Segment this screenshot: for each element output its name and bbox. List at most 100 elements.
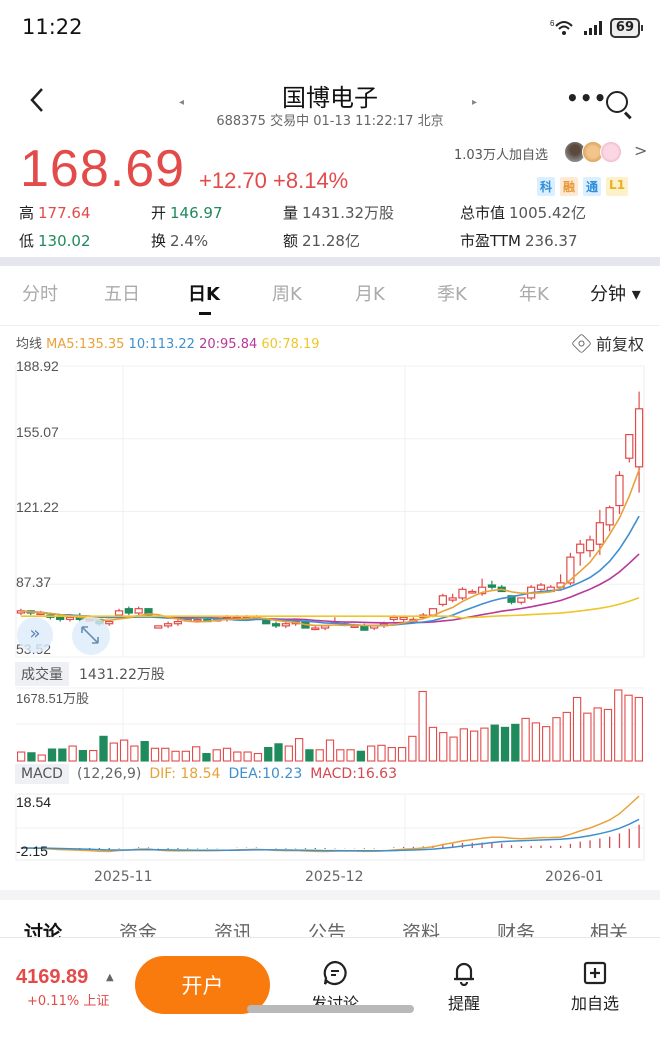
quote-panel: 168.69 +12.70 +8.14% 1.03万人加自选 > 科 融 通 L… — [0, 135, 660, 255]
macd-chart[interactable] — [0, 790, 660, 862]
active-tab-indicator — [199, 312, 211, 315]
bottom-action-bar: 4169.89 ▲ +0.11% 上证 开户 发讨论 提醒 加自选 — [0, 938, 660, 1060]
tab-news[interactable]: 资讯 — [214, 922, 253, 938]
stat-volume: 量 1431.32万股 — [283, 204, 395, 222]
y-tick: 188.92 — [16, 358, 59, 374]
follower-avatars[interactable] — [564, 141, 622, 163]
x-label: 2025-12 — [305, 869, 364, 885]
x-label: 2025-11 — [94, 869, 153, 885]
stat-low: 低 130.02 — [19, 232, 91, 250]
macd-y-min: -2.15 — [16, 843, 48, 859]
volume-header: 成交量 1431.22万股 — [15, 662, 165, 686]
tab-yearly-k[interactable]: 年K — [519, 284, 549, 305]
ma20-value: 20:95.84 — [199, 337, 258, 352]
status-icons: 6 69 — [550, 18, 644, 38]
macd-tag[interactable]: MACD — [15, 764, 69, 784]
stat-market-cap: 总市值 1005.42亿 — [460, 204, 587, 222]
y-tick: 121.22 — [16, 499, 59, 515]
tab-minute-dropdown[interactable]: 分钟 ▾ — [590, 284, 641, 305]
macd-params: (12,26,9) — [76, 766, 142, 782]
tab-funds[interactable]: 资金 — [119, 922, 158, 938]
next-stock-button[interactable]: ▸ — [472, 97, 478, 108]
chat-bubble-icon — [323, 960, 347, 986]
y-tick: 155.07 — [16, 424, 59, 440]
volume-chart[interactable] — [0, 686, 660, 762]
ma-label: 均线 — [16, 337, 43, 352]
tab-announcements[interactable]: 公告 — [308, 922, 347, 938]
badge-l1: L1 — [606, 177, 629, 196]
tab-related[interactable]: 相关 — [590, 922, 629, 938]
tab-daily-k[interactable]: 日K — [188, 284, 220, 305]
section-divider — [0, 890, 660, 900]
current-price: 168.69 — [20, 140, 186, 198]
tab-financials[interactable]: 财务 — [497, 922, 536, 938]
ma5-value: MA5:135.35 — [46, 337, 125, 352]
macd-value: MACD:16.63 — [310, 766, 397, 782]
tab-discussion[interactable]: 讨论 — [24, 922, 63, 938]
more-button[interactable]: ••• — [566, 86, 608, 110]
candlestick-chart[interactable] — [0, 358, 660, 658]
volume-tag[interactable]: 成交量 — [15, 662, 69, 686]
volume-max-label: 1678.51万股 — [16, 691, 89, 706]
tab-monthly-k[interactable]: 月K — [355, 284, 385, 305]
badge-star-market: 科 — [537, 177, 556, 196]
tab-intraday[interactable]: 分时 — [22, 284, 58, 305]
chevron-left-icon — [30, 88, 43, 112]
settings-hex-icon — [571, 332, 592, 354]
macd-header: MACD (12,26,9) DIF: 18.54 DEA:10.23 MACD… — [15, 764, 397, 784]
stat-high: 高 177.64 — [19, 204, 91, 222]
adjust-selector[interactable]: 前复权 — [571, 331, 644, 355]
divider — [0, 937, 660, 938]
ma60-value: 60:78.19 — [261, 337, 320, 352]
index-change[interactable]: +0.11% 上证 — [27, 994, 110, 1009]
badge-connect: 通 — [583, 177, 602, 196]
status-time: 11:22 — [22, 15, 83, 39]
volume-current: 1431.22万股 — [79, 667, 165, 683]
home-indicator[interactable] — [247, 1005, 414, 1013]
plus-square-icon — [583, 961, 607, 985]
badge-margin: 融 — [560, 177, 579, 196]
alert-button[interactable]: 提醒 — [424, 960, 504, 1014]
period-tabs: 分时 五日 日K 周K 月K 季K 年K 分钟 ▾ — [0, 270, 660, 320]
expand-left-button[interactable]: » — [17, 617, 53, 653]
back-button[interactable] — [28, 86, 46, 120]
prev-stock-button[interactable]: ◂ — [179, 97, 185, 108]
wifi-icon: 6 — [550, 19, 573, 35]
search-icon[interactable] — [606, 91, 628, 113]
add-watchlist-button[interactable]: 加自选 — [555, 960, 635, 1014]
macd-dif: DIF: 18.54 — [149, 766, 221, 782]
macd-y-max: 18.54 — [16, 794, 52, 810]
x-label: 2026-01 — [545, 869, 604, 885]
stat-open: 开 146.97 — [151, 204, 223, 222]
up-triangle-icon: ▲ — [106, 972, 114, 983]
stat-turnover: 换 2.4% — [151, 232, 209, 250]
battery-icon: 69 — [609, 18, 644, 38]
status-bar: 11:22 6 69 — [0, 0, 660, 60]
svg-text:6: 6 — [550, 19, 555, 28]
tab-quarterly-k[interactable]: 季K — [437, 284, 467, 305]
price-change: +12.70 +8.14% — [199, 168, 349, 193]
tab-weekly-k[interactable]: 周K — [272, 284, 302, 305]
ma10-value: 10:113.22 — [128, 337, 195, 352]
badges: 科 融 通 L1 — [537, 177, 629, 196]
resize-icon — [81, 626, 99, 644]
open-account-button[interactable]: 开户 — [135, 956, 270, 1014]
tab-profile[interactable]: 资料 — [402, 922, 441, 938]
index-value[interactable]: 4169.89 — [16, 966, 89, 988]
content-tabs: 讨论 资金 资讯 公告 资料 财务 相关 — [0, 912, 660, 938]
chevron-right-icon[interactable]: > — [634, 141, 648, 160]
avatar — [600, 141, 622, 163]
stock-name: 国博电子 — [282, 84, 378, 112]
y-tick: 87.37 — [16, 574, 52, 590]
nav-header: ◂ 国博电子 688375 交易中 01-13 11:22:17 北京 ▸ ••… — [0, 72, 660, 132]
stock-subtitle: 688375 交易中 01-13 11:22:17 北京 — [216, 114, 444, 129]
section-divider — [0, 257, 660, 266]
ma-legend: 均线 MA5:135.35 10:113.22 20:95.84 60:78.1… — [0, 325, 660, 355]
signal-icon — [583, 21, 602, 35]
bell-icon — [454, 962, 474, 986]
stat-amount: 额 21.28亿 — [283, 232, 360, 250]
tab-5day[interactable]: 五日 — [104, 284, 140, 305]
stat-pe-ttm: 市盈TTM 236.37 — [460, 232, 578, 250]
followers-count[interactable]: 1.03万人加自选 — [454, 148, 548, 163]
fullscreen-button[interactable] — [72, 617, 110, 655]
